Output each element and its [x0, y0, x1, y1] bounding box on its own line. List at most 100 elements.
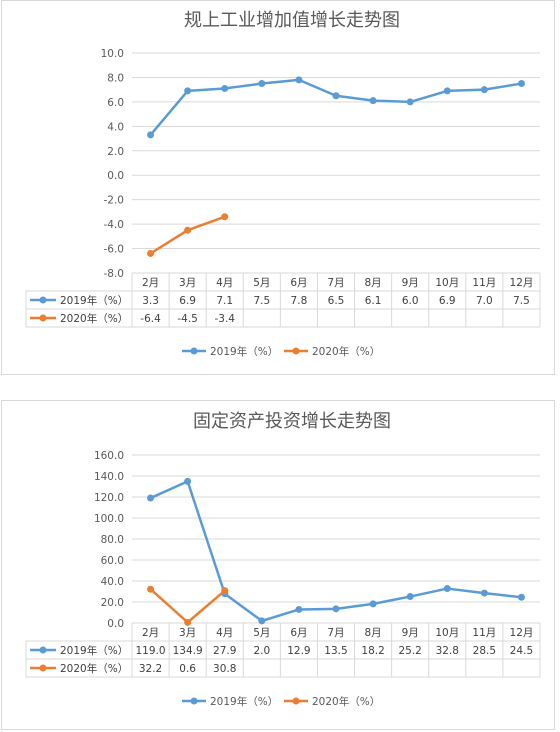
category-label: 10月 [435, 277, 459, 289]
category-label: 4月 [216, 627, 233, 639]
category-label: 10月 [435, 627, 459, 639]
data-point [406, 98, 414, 106]
data-point [221, 587, 229, 595]
category-label: 11月 [472, 627, 496, 639]
data-point [406, 593, 414, 601]
category-label: 8月 [364, 277, 381, 289]
chart-title: 固定资产投资增长走势图 [193, 411, 391, 432]
table-cell-value: 27.9 [213, 645, 236, 657]
data-point [369, 97, 377, 105]
category-label: 12月 [510, 627, 534, 639]
legend-marker [190, 347, 198, 355]
table-legend-marker [39, 664, 47, 672]
series-line [150, 480, 522, 623]
chart-title: 规上工业增加值增长走势图 [184, 10, 400, 31]
table-legend-marker [39, 296, 47, 304]
data-point [480, 86, 488, 94]
legend-label: 2019年（%） [210, 345, 278, 358]
legend-label: 2019年（%） [210, 695, 278, 708]
y-tick-label: 20.0 [101, 597, 124, 609]
industrial-value-added-chart: 规上工业增加值增长走势图 10.0 8.0 6.0 4.0 2.0 0.0 -2.0 -4.0 -… [1, 0, 555, 375]
y-tick-label: 160.0 [94, 450, 124, 462]
data-point [517, 80, 525, 88]
legend-marker [292, 697, 300, 705]
data-point [258, 617, 266, 625]
series-line [149, 215, 226, 255]
y-tick-label: 6.0 [107, 97, 124, 109]
table-cell-value: 3.3 [142, 295, 159, 307]
category-label: 6月 [290, 627, 307, 639]
table-cell-value: 30.8 [213, 663, 236, 675]
data-point [221, 84, 229, 92]
data-point [184, 618, 192, 626]
y-tick-label: 120.0 [94, 492, 124, 504]
y-tick-label: 140.0 [94, 471, 124, 483]
data-point [332, 92, 340, 100]
category-label: 5月 [253, 277, 270, 289]
table-cell-value: -3.4 [214, 313, 235, 325]
data-point [369, 600, 377, 608]
category-label: 7月 [327, 627, 344, 639]
table-cell-value: 7.5 [513, 295, 530, 307]
y-tick-label: 0.0 [107, 618, 124, 630]
table-cell-value: 24.5 [510, 645, 533, 657]
table-cell-value: 6.5 [328, 295, 345, 307]
table-cell-value: 28.5 [473, 645, 496, 657]
series-line [149, 588, 226, 624]
y-tick-label: -8.0 [104, 268, 125, 280]
table-cell-value: 7.0 [476, 295, 493, 307]
category-label: 12月 [510, 277, 534, 289]
category-label: 7月 [327, 277, 344, 289]
category-label: 4月 [216, 277, 233, 289]
y-tick-label: 80.0 [101, 534, 124, 546]
data-point [258, 80, 266, 88]
category-label: 9月 [402, 277, 419, 289]
table-cell-value: 7.1 [216, 295, 233, 307]
data-point [147, 494, 155, 502]
data-point [147, 131, 155, 139]
y-tick-label: 0.0 [107, 170, 124, 182]
data-point [221, 213, 229, 221]
y-tick-label: -2.0 [104, 195, 125, 207]
legend-marker [292, 347, 300, 355]
fixed-asset-investment-chart: 固定资产投资增长走势图 160.0 140.0 120.0 100.0 80.0 60.0 4… [1, 400, 555, 730]
table-cell-value: 6.9 [179, 295, 196, 307]
category-label: 3月 [179, 627, 196, 639]
table-cell-value: 25.2 [398, 645, 421, 657]
table-cell-value: 119.0 [136, 645, 166, 657]
table-cell-value: 7.8 [291, 295, 308, 307]
category-label: 11月 [472, 277, 496, 289]
y-tick-label: 60.0 [101, 555, 124, 567]
category-label: 8月 [364, 627, 381, 639]
category-label: 3月 [179, 277, 196, 289]
table-cell-value: 18.2 [361, 645, 384, 657]
table-series-name: 2020年（%） [60, 662, 128, 675]
data-point [295, 605, 303, 613]
chart-svg: 固定资产投资增长走势图 160.0 140.0 120.0 100.0 80.0 60.0 4… [25, 411, 541, 708]
table-series-name: 2019年（%） [60, 294, 128, 307]
table-cell-value: 134.9 [173, 645, 203, 657]
table-cell-value: 32.8 [436, 645, 459, 657]
y-tick-label: -4.0 [104, 219, 125, 231]
data-point [443, 87, 451, 95]
legend-marker [190, 697, 198, 705]
table-series-name: 2019年（%） [60, 644, 128, 657]
data-point [443, 585, 451, 593]
table-cell-value: 6.9 [439, 295, 456, 307]
y-tick-label: 40.0 [101, 576, 124, 588]
table-cell-value: -6.4 [140, 313, 161, 325]
y-tick-label: 8.0 [107, 72, 124, 84]
data-point [184, 477, 192, 485]
y-tick-label: 10.0 [101, 48, 124, 60]
table-cell-value: 7.5 [253, 295, 270, 307]
y-tick-label: -6.0 [104, 244, 125, 256]
category-label: 2月 [142, 277, 159, 289]
table-cell-value: 32.2 [139, 663, 162, 675]
chart-svg: 规上工业增加值增长走势图 10.0 8.0 6.0 4.0 2.0 0.0 -2.0 -4.0 -… [25, 10, 541, 358]
y-tick-label: 100.0 [94, 513, 124, 525]
table-legend-marker [39, 646, 47, 654]
category-label: 9月 [402, 627, 419, 639]
data-point [332, 605, 340, 613]
y-tick-label: 2.0 [107, 146, 124, 158]
data-point [184, 87, 192, 95]
